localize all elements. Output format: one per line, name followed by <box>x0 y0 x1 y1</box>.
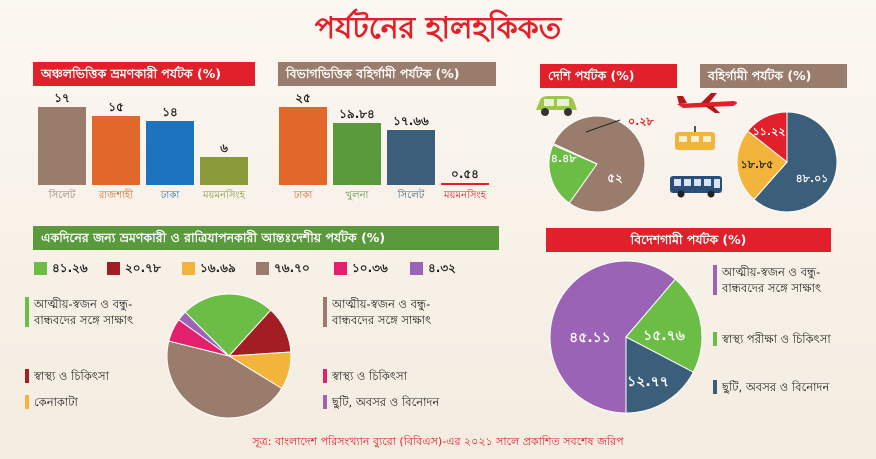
outbound-slice-0 <box>753 111 838 213</box>
stripe-teal <box>713 380 717 394</box>
regional-bar-value-1: ১৫ <box>108 100 124 115</box>
division-bar-value-1: ১৯.৮৪ <box>339 107 375 122</box>
crossborder-legend-swatch-1 <box>107 262 120 275</box>
crossborder-legend-label-1: ২০.৭৮ <box>125 261 161 275</box>
division-bar-label-3: ময়মনসিংহ <box>444 190 486 201</box>
crossborder-slice-0 <box>184 293 272 357</box>
car-icon <box>536 96 577 116</box>
crossborder-legend-label-5: ৪.৩২ <box>428 261 456 275</box>
division-bar-3 <box>441 183 489 185</box>
crossborder-legend-swatch-3 <box>256 262 269 275</box>
regional-bar-0 <box>38 107 86 185</box>
regional-bar-label-2: ঢাকা <box>160 190 180 201</box>
division-bar-2 <box>387 129 435 185</box>
abroad-slice-1 <box>625 278 703 373</box>
crossborder-right-cat-leisure: ছুটি, অবসর ও বিনোদন <box>323 394 497 410</box>
crossborder-legend-swatch-2 <box>182 262 195 275</box>
crossborder-left-cat-health: স্বাস্থ্য ও চিকিৎসা <box>25 368 174 384</box>
regional-bar-1 <box>92 116 140 185</box>
domestic-pie-label-14-48: ১৪.৪৮ <box>544 152 578 165</box>
crossborder-legend-swatch-5 <box>410 262 423 275</box>
crossborder-legend-swatch-0 <box>34 262 47 275</box>
crossborder-legend-label-4: ১০.৩৬ <box>352 261 388 275</box>
tram-icon <box>675 126 715 150</box>
abroad-slice-0 <box>549 260 677 414</box>
airplane-icon <box>677 93 737 113</box>
regional-bar-2 <box>146 120 194 185</box>
abroad-pie-title: বিদেশগামী পর্যটক (%) <box>546 228 831 252</box>
domestic-slice-2 <box>552 143 598 165</box>
outbound-pie-chart: ৪৮.০১ ১৮.৮৫ ১১.২২ <box>736 111 838 213</box>
crossborder-legend-label-2: ১৬.৬৯ <box>200 261 236 275</box>
outbound-slice-1 <box>736 130 788 201</box>
outbound-pie-label-48-01: ৪৮.০১ <box>796 172 829 185</box>
crossborder-right-cat-health: স্বাস্থ্য ও চিকিৎসা <box>323 368 492 384</box>
source-note: সূত্র: বাংলাদেশ পরিসংখ্যান ব্যুরো (বিবিএ… <box>252 435 624 448</box>
crossborder-legend-swatch-4 <box>334 262 347 275</box>
regional-bar-value-0: ১৭ <box>54 91 70 105</box>
division-bar-value-2: ১৭.৬৬ <box>393 113 429 128</box>
regional-bar-title: অঞ্চলভিত্তিক ভ্রমণকারী পর্যটক (%) <box>33 62 255 86</box>
outbound-pie-label-11-22: ১১.২২ <box>753 125 786 138</box>
outbound-pie-label-18-85: ১৮.৮৫ <box>741 158 774 171</box>
abroad-cat-leisure: ছুটি, অবসর ও বিনোদন <box>713 379 847 395</box>
outbound-pie-title: বহির্গামী পর্যটক (%) <box>700 64 847 88</box>
regional-bar-label-3: ময়মনসিংহ <box>203 190 245 201</box>
stripe-green <box>713 332 717 346</box>
crossborder-slice-5 <box>178 311 230 357</box>
domestic-slice-0 <box>552 115 646 212</box>
division-bar-label-1: খুলনা <box>345 190 369 201</box>
domestic-pie-label-0-28: ০.২৮ <box>628 115 654 128</box>
crossborder-legend-label-0: ৪১.২৬ <box>52 261 88 275</box>
stripe-brown <box>323 297 327 327</box>
division-bar-value-0: ২৫ <box>295 91 311 105</box>
domestic-slice-1 <box>548 144 598 204</box>
abroad-pie-label-15-76: ১৫.৭৬ <box>643 328 685 344</box>
domestic-pie-small-callout: ০.২৮ <box>585 115 654 133</box>
outbound-slice-2 <box>747 111 788 164</box>
crossborder-pie-title: একদিনের জন্য ভ্রমণকারী ও রাত্রিযাপনকারী … <box>33 226 499 250</box>
division-bar-label-0: ঢাকা <box>293 190 313 201</box>
crossborder-left-cat-visit: আত্মীয়-স্বজন ও বন্ধু-বান্ধবদের সঙ্গে সা… <box>25 296 152 328</box>
regional-bar-label-0: সিলেট <box>48 190 76 201</box>
stripe-pink <box>323 369 327 383</box>
page-title: পর্যটনের হালহকিকত <box>314 11 562 46</box>
stripe-purple <box>323 395 327 409</box>
crossborder-legend-label-3: ৭৬.৭০ <box>274 261 310 275</box>
regional-bar-label-1: রাজশাহী <box>98 190 134 201</box>
division-bar-1 <box>333 123 381 185</box>
regional-bar-value-2: ১৪ <box>162 104 178 119</box>
division-bar-value-3: ০.৫৪ <box>451 167 479 181</box>
division-bar-0 <box>279 107 327 185</box>
abroad-slice-2 <box>625 336 695 414</box>
crossborder-slice-3 <box>166 340 283 419</box>
regional-bar-value-3: ৬ <box>220 141 228 156</box>
division-bar-title: বিভাগভিত্তিক বহির্গামী পর্যটক (%) <box>278 62 496 86</box>
abroad-pie-label-12-77: ১২.৭৭ <box>627 374 669 390</box>
crossborder-left-cat-shopping: কেনাকাটা <box>25 394 174 410</box>
domestic-pie-title: দেশি পর্যটক (%) <box>540 64 677 88</box>
stripe-yellow <box>25 395 29 409</box>
abroad-pie-chart: ৪৫.১১ ১৫.৭৬ ১২.৭৭ <box>549 260 703 414</box>
stripe-purple <box>713 265 717 295</box>
crossborder-right-cat-visit: আত্মীয়-স্বজন ও বন্ধু-বান্ধবদের সঙ্গে সা… <box>323 296 452 328</box>
abroad-cat-visit: আত্মীয়-স্বজন ও বন্ধু-বান্ধবদের সঙ্গে সা… <box>713 264 847 296</box>
abroad-pie-label-45-11: ৪৫.১১ <box>569 330 611 346</box>
stripe-green <box>25 297 29 327</box>
regional-bar-3 <box>200 157 248 185</box>
domestic-pie-label-52: ৫২ <box>607 171 623 185</box>
domestic-pie-chart: ৫২ ১৪.৪৮ <box>544 115 646 212</box>
abroad-cat-health: স্বাস্থ্য পরীক্ষা ও চিকিৎসা <box>713 331 847 347</box>
bus-icon-outbound <box>670 176 722 198</box>
division-bar-label-2: সিলেট <box>397 190 425 201</box>
crossborder-pie-chart <box>166 293 292 419</box>
stripe-darkred <box>25 369 29 383</box>
